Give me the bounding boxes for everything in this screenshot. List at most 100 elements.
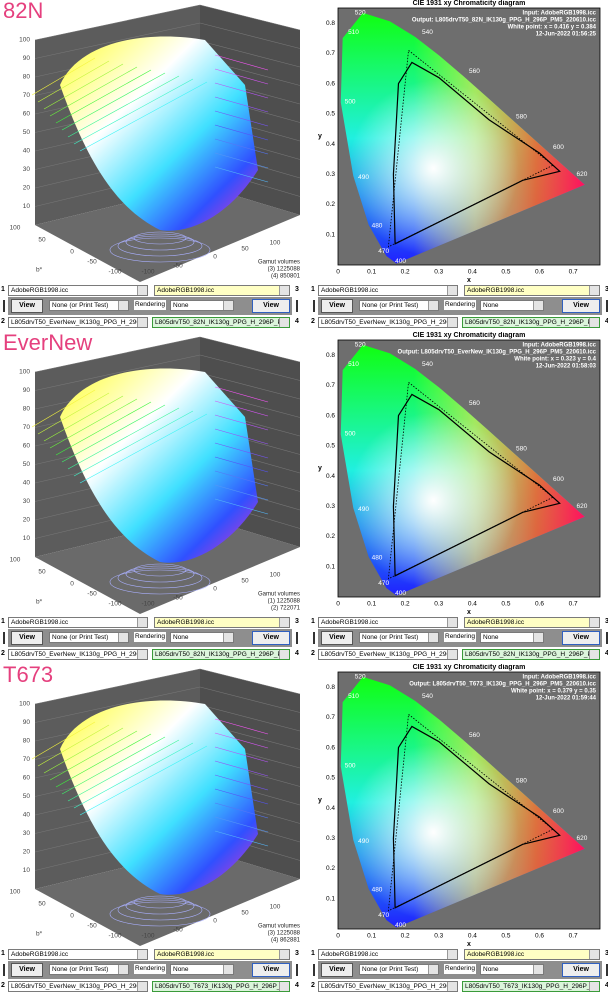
profile-dropdown[interactable]: L805drvT50_82N_IK130g_PPG_H_296P_PM5_: [462, 317, 600, 328]
z-tick-label: 20: [23, 849, 31, 856]
view-button[interactable]: View: [252, 963, 290, 977]
y-tick-label: 0.7: [326, 382, 335, 389]
z-tick-label: 70: [23, 424, 31, 431]
profile-dropdown[interactable]: L805drvT50_EverNew_IK130g_PPG_H_296P_I: [8, 317, 148, 328]
x-tick-label: 0.2: [401, 933, 410, 940]
swap-arrow: [313, 300, 315, 312]
rendering-dropdown[interactable]: None: [480, 964, 544, 975]
profile-dropdown[interactable]: AdobeRGB1998.icc: [154, 949, 290, 960]
profile-dropdown[interactable]: L805drvT50_82N_IK130g_PPG_H_296P_PM5_: [462, 649, 600, 660]
intent-dropdown[interactable]: None (or Print Test): [49, 300, 129, 311]
wireframe: [214, 54, 269, 71]
swap-arrow: [313, 964, 315, 976]
z-tick-label: 50: [23, 461, 31, 468]
profile-dropdown[interactable]: AdobeRGB1998.icc: [8, 285, 148, 296]
volume-value: (2) 722071: [271, 606, 301, 612]
profile-number: 3: [295, 286, 299, 293]
profile-dropdown[interactable]: AdobeRGB1998.icc: [464, 285, 600, 296]
profile-number: 2: [311, 650, 315, 657]
wireframe: [109, 901, 211, 927]
wireframe: [214, 788, 269, 805]
profile-number: 3: [605, 950, 608, 957]
profile-dropdown[interactable]: AdobeRGB1998.icc: [464, 617, 600, 628]
wireframe: [214, 830, 269, 847]
volumes-title: Gamut volumes: [258, 592, 300, 598]
profile-dropdown[interactable]: L805drvT50_EverNew_IK130g_PPG_H_296P_I: [318, 317, 458, 328]
y-tick-label: 0.6: [326, 80, 335, 87]
z-tick-label: 40: [23, 148, 31, 155]
rendering-dropdown[interactable]: None: [170, 632, 234, 643]
profile-dropdown[interactable]: AdobeRGB1998.icc: [318, 617, 458, 628]
view-button[interactable]: View: [321, 631, 353, 645]
x-tick-label: 0.3: [434, 933, 443, 940]
view-button[interactable]: View: [321, 963, 353, 977]
y-tick-label: 0.1: [326, 563, 335, 570]
wireframe: [73, 78, 194, 145]
swap-arrow: [606, 632, 608, 644]
intent-dropdown[interactable]: None (or Print Test): [49, 632, 129, 643]
y-tick-label: 0.4: [326, 805, 335, 812]
axis-tick-label: 0: [213, 918, 217, 925]
view-button[interactable]: View: [562, 299, 600, 313]
z-tick-label: 60: [23, 443, 31, 450]
view-button[interactable]: View: [321, 299, 353, 313]
wavelength-label: 600: [553, 476, 564, 483]
wireframe: [214, 470, 269, 487]
z-tick-label: 20: [23, 185, 31, 192]
wireframe: [214, 68, 269, 85]
grid-line: [34, 686, 201, 723]
rendering-dropdown[interactable]: None: [480, 632, 544, 643]
rendering-dropdown[interactable]: None: [170, 300, 234, 311]
wavelength-label: 490: [358, 174, 369, 181]
profile-dropdown[interactable]: L805drvT50_82N_IK130g_PPG_H_296P_PM5_: [152, 649, 290, 660]
profile-dropdown[interactable]: L805drvT50_T673_IK130g_PPG_H_296P_PM5_: [462, 981, 600, 992]
profile-dropdown[interactable]: L805drvT50_EverNew_IK130g_PPG_H_296P_I: [8, 981, 148, 992]
y-tick-label: 0.3: [326, 171, 335, 178]
profile-dropdown[interactable]: L805drvT50_EverNew_IK130g_PPG_H_296P_PM5…: [318, 649, 458, 660]
wireframe: [117, 567, 203, 589]
profile-dropdown[interactable]: L805drvT50_EverNew_IK130g_PPG_H_296P_I: [8, 649, 148, 660]
floor: [35, 849, 300, 946]
intent-dropdown[interactable]: None (or Print Test): [359, 632, 439, 643]
view-button[interactable]: View: [562, 631, 600, 645]
wavelength-label: 580: [516, 446, 527, 453]
view-button[interactable]: View: [11, 299, 43, 313]
profile-dropdown[interactable]: L805drvT50_T673_IK130g_PPG_H_296P_PM5_: [152, 981, 290, 992]
profile-number: 1: [1, 950, 5, 957]
x-tick-label: 0: [336, 269, 340, 276]
wireframe: [214, 400, 269, 417]
z-tick-label: 30: [23, 166, 31, 173]
wavelength-label: 540: [422, 29, 433, 36]
rendering-dropdown[interactable]: None: [170, 964, 234, 975]
axis-tick-label: -100: [141, 269, 154, 276]
gamut-3d-view: 100 90 80 70 60 50 40 30 20 10 T673 100 50 0 -50 -100 -1…: [0, 664, 305, 949]
y-tick-label: 0.5: [326, 111, 335, 118]
profile-dropdown[interactable]: AdobeRGB1998.icc: [464, 949, 600, 960]
x-tick-label: 0.4: [468, 269, 477, 276]
wavelength-label: 520: [355, 9, 366, 16]
wireframe: [214, 428, 269, 445]
profile-dropdown[interactable]: AdobeRGB1998.icc: [318, 949, 458, 960]
profile-dropdown[interactable]: AdobeRGB1998.icc: [8, 949, 148, 960]
intent-dropdown[interactable]: None (or Print Test): [359, 300, 439, 311]
profile-dropdown[interactable]: AdobeRGB1998.icc: [8, 617, 148, 628]
wavelength-label: 510: [348, 693, 359, 700]
profile-dropdown[interactable]: L805drvT50_82N_IK130g_PPG_H_296P_PM: [152, 317, 290, 328]
intent-dropdown[interactable]: None (or Print Test): [49, 964, 129, 975]
wireframe: [125, 233, 195, 251]
view-button[interactable]: View: [11, 631, 43, 645]
profile-dropdown[interactable]: L805drvT50_EverNew_IK130g_PPG_H_296P_PM5…: [318, 981, 458, 992]
wireframe: [79, 81, 208, 152]
y-tick-label: 0.2: [326, 201, 335, 208]
swap-arrow: [296, 632, 298, 644]
profile-controls: 1 AdobeRGB1998.icc AdobeRGB1998.icc 3 View No…: [0, 949, 300, 994]
profile-dropdown[interactable]: AdobeRGB1998.icc: [154, 617, 290, 628]
profile-dropdown[interactable]: AdobeRGB1998.icc: [154, 285, 290, 296]
view-button[interactable]: View: [562, 963, 600, 977]
intent-dropdown[interactable]: None (or Print Test): [359, 964, 439, 975]
view-button[interactable]: View: [252, 631, 290, 645]
view-button[interactable]: View: [11, 963, 43, 977]
view-button[interactable]: View: [252, 299, 290, 313]
rendering-dropdown[interactable]: None: [480, 300, 544, 311]
profile-dropdown[interactable]: AdobeRGB1998.icc: [318, 285, 458, 296]
